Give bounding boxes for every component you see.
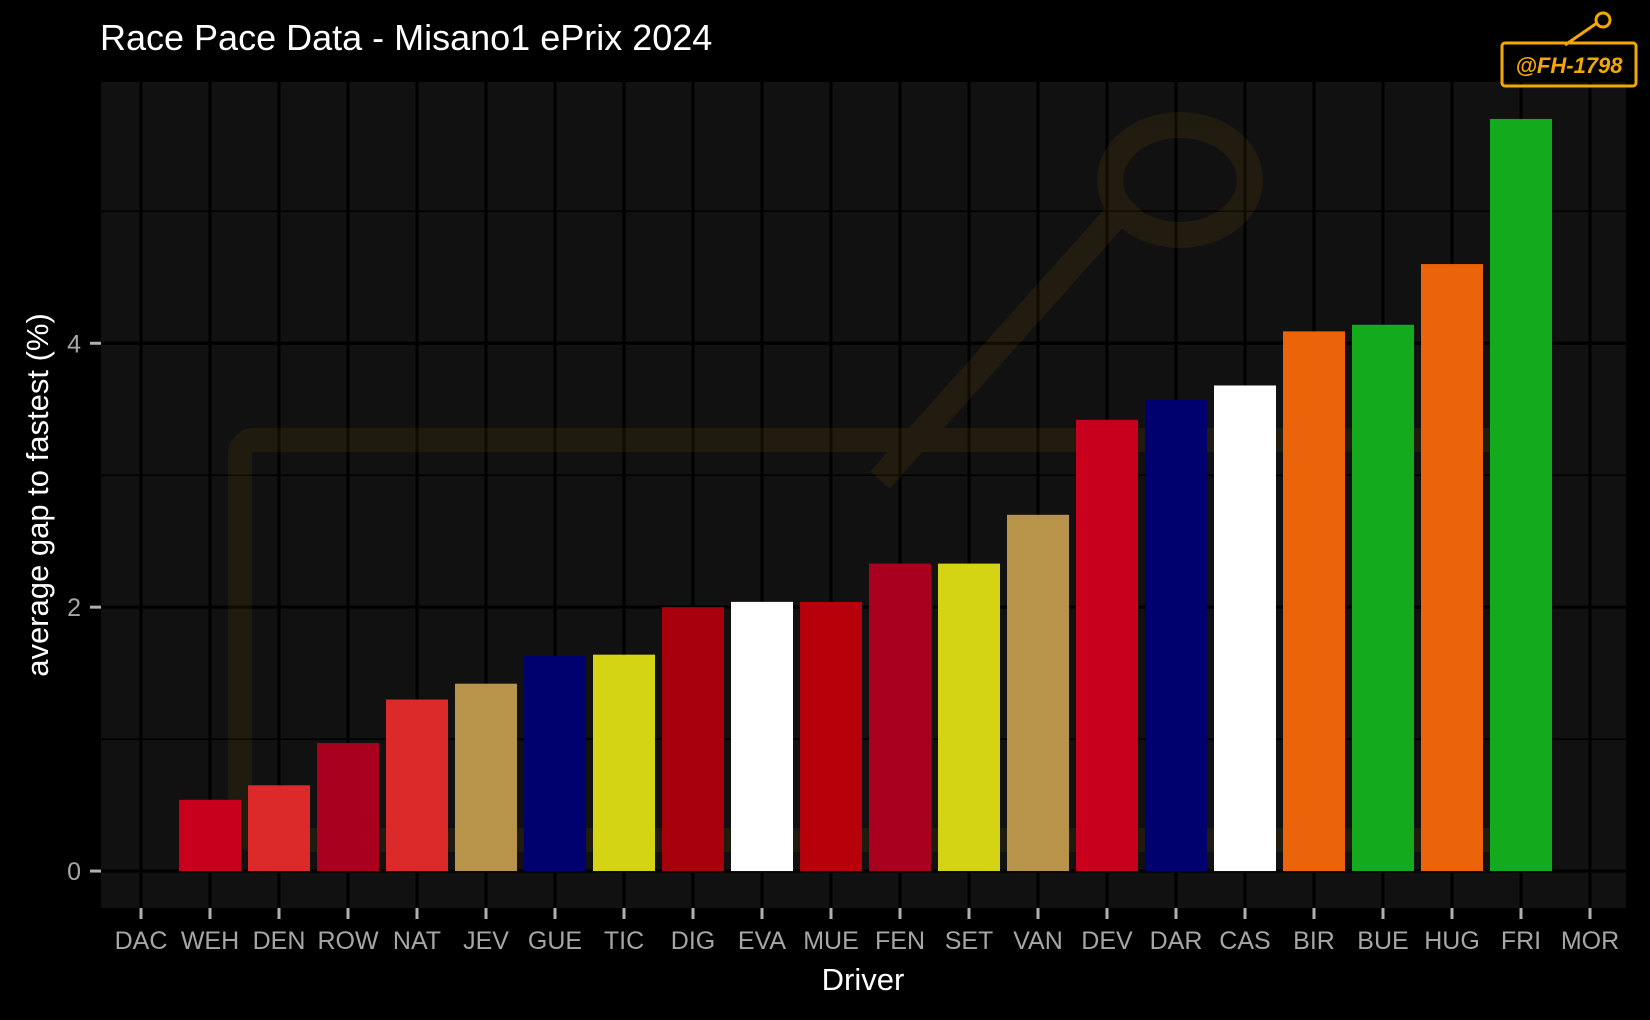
- x-tick-label: HUG: [1424, 927, 1480, 955]
- x-tick-label: WEH: [181, 927, 239, 955]
- bar-cas: [1214, 385, 1276, 872]
- x-tick-label: VAN: [1013, 927, 1063, 955]
- y-tick-label: 2: [67, 594, 81, 622]
- x-tick-label: FRI: [1501, 927, 1541, 955]
- bar-nat: [386, 699, 448, 872]
- x-tick-label: DEV: [1081, 927, 1133, 955]
- x-tick-label: BUE: [1357, 927, 1408, 955]
- bar-hug: [1421, 264, 1483, 872]
- bar-dig: [662, 607, 724, 872]
- bar-fen: [869, 563, 931, 872]
- bar-bue: [1352, 324, 1414, 872]
- x-tick-label: BIR: [1293, 927, 1335, 955]
- bar-den: [248, 785, 310, 872]
- x-tick-label: GUE: [528, 927, 582, 955]
- x-tick-label: DAC: [115, 927, 168, 955]
- key-icon: [1564, 11, 1612, 47]
- x-tick-label: CAS: [1219, 927, 1270, 955]
- bar-bir: [1283, 331, 1345, 872]
- x-tick-label: FEN: [875, 927, 925, 955]
- watermark-logo-text: @FH-1798: [1515, 53, 1623, 78]
- bar-set: [938, 563, 1000, 872]
- x-tick-label: JEV: [463, 927, 509, 955]
- bar-dar: [1145, 399, 1207, 872]
- bar-van: [1007, 514, 1069, 872]
- bar-gue: [524, 655, 586, 872]
- bar-eva: [731, 601, 793, 872]
- x-axis-ticks: DAC WEH DEN ROW NAT JEV GUE TIC DIG EVA MUE FEN SET V…: [115, 908, 1619, 955]
- watermark-logo: @FH-1798: [1500, 11, 1638, 88]
- x-tick-label: SET: [945, 927, 994, 955]
- y-axis-title: average gap to fastest (%): [20, 313, 55, 677]
- x-tick-label: MUE: [803, 927, 859, 955]
- bar-jev: [455, 683, 517, 872]
- x-tick-label: NAT: [393, 927, 441, 955]
- x-tick-label: DEN: [253, 927, 306, 955]
- y-axis-ticks: 0 2 4: [67, 330, 101, 886]
- chart-title: Race Pace Data - Misano1 ePrix 2024: [100, 17, 712, 58]
- x-tick-label: DAR: [1150, 927, 1203, 955]
- bar-mue: [800, 601, 862, 872]
- x-tick-label: MOR: [1561, 927, 1619, 955]
- bars: [179, 118, 1552, 872]
- x-tick-label: EVA: [738, 927, 786, 955]
- x-tick-label: TIC: [604, 927, 644, 955]
- bar-weh: [179, 799, 241, 872]
- y-tick-label: 0: [67, 858, 81, 886]
- bar-row: [317, 743, 379, 872]
- bar-fri: [1490, 118, 1552, 872]
- y-tick-label: 4: [67, 330, 81, 358]
- x-tick-label: DIG: [671, 927, 715, 955]
- x-axis-title: Driver: [822, 962, 905, 997]
- x-tick-label: ROW: [317, 927, 379, 955]
- bar-dev: [1076, 419, 1138, 872]
- bar-tic: [593, 654, 655, 872]
